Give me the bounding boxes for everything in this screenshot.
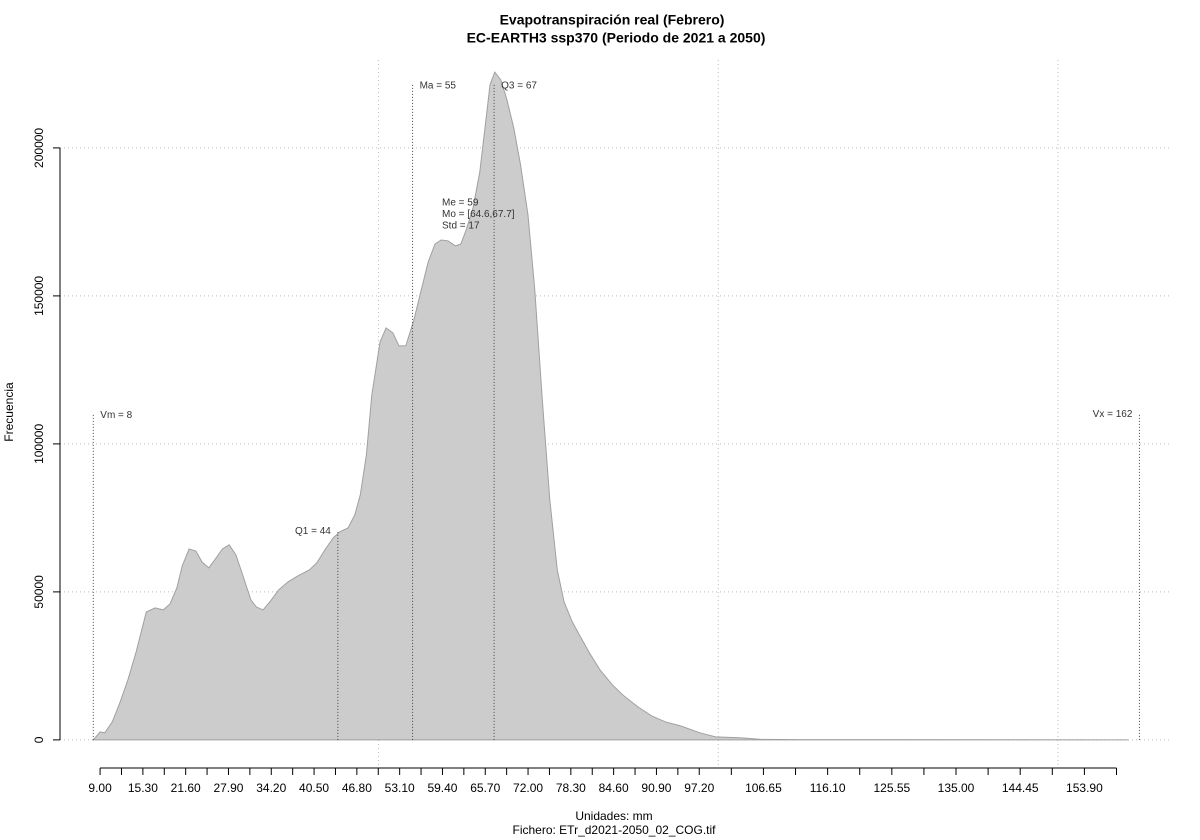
chart-subtitle: EC-EARTH3 ssp370 (Periodo de 2021 a 2050…: [467, 30, 766, 46]
y-tick-label: 100000: [32, 424, 46, 464]
x-tick-label: 144.45: [1002, 781, 1039, 795]
chart-title: Evapotranspiración real (Febrero): [500, 12, 725, 28]
stat-label: Vx = 162: [1093, 409, 1133, 420]
x-tick-label: 65.70: [470, 781, 500, 795]
x-tick-label: 53.10: [385, 781, 415, 795]
x-tick-label: 125.55: [873, 781, 910, 795]
stat-label: Q1 = 44: [295, 526, 331, 537]
area: [92, 71, 1130, 741]
stat-text: Std = 17: [442, 221, 480, 232]
stat-label: Q3 = 67: [501, 81, 537, 92]
stat-text: Me = 59: [442, 198, 479, 209]
caption: Fichero: ETr_d2021-2050_02_COG.tif: [513, 823, 717, 837]
x-tick-label: 15.30: [128, 781, 158, 795]
x-tick-label: 97.20: [684, 781, 714, 795]
x-tick-label: 90.90: [641, 781, 671, 795]
y-tick-label: 50000: [32, 575, 46, 609]
x-tick-label: 84.60: [599, 781, 629, 795]
y-tick-label: 0: [32, 736, 46, 743]
stat-label: Ma = 55: [420, 81, 457, 92]
x-tick-label: 46.80: [342, 781, 372, 795]
x-tick-label: 135.00: [938, 781, 975, 795]
x-tick-label: 72.00: [513, 781, 543, 795]
y-tick-label: 200000: [32, 128, 46, 168]
x-tick-label: 78.30: [556, 781, 586, 795]
x-tick-label: 106.65: [745, 781, 782, 795]
x-tick-label: 153.90: [1066, 781, 1103, 795]
y-axis-label: Frecuencia: [2, 382, 16, 442]
x-tick-label: 59.40: [427, 781, 457, 795]
x-axis-label: Unidades: mm: [575, 809, 652, 823]
x-tick-label: 27.90: [213, 781, 243, 795]
stat-label: Vm = 8: [100, 410, 132, 421]
y-tick-label: 150000: [32, 276, 46, 316]
x-tick-label: 21.60: [171, 781, 201, 795]
x-tick-label: 9.00: [88, 781, 112, 795]
x-tick-label: 116.10: [810, 781, 846, 795]
x-tick-label: 40.50: [299, 781, 329, 795]
x-tick-label: 34.20: [256, 781, 286, 795]
stat-text: Mo = [64.6,67.7]: [442, 209, 515, 220]
